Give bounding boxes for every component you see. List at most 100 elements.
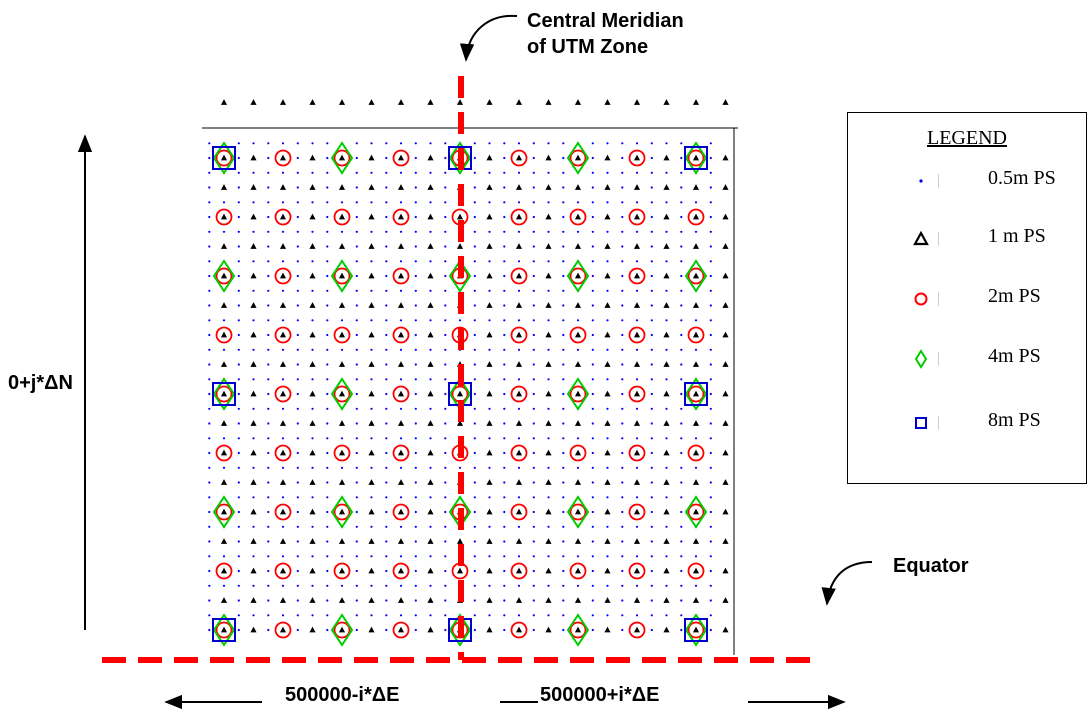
half-meter-point <box>370 555 373 558</box>
half-meter-point <box>503 510 506 514</box>
half-meter-point <box>709 614 712 617</box>
one-meter-point <box>368 272 375 279</box>
one-meter-point <box>368 154 375 161</box>
half-meter-point <box>355 289 358 292</box>
half-meter-point <box>267 171 270 174</box>
half-meter-point <box>532 466 535 469</box>
half-meter-point <box>488 142 491 145</box>
eight-meter-point <box>212 382 236 406</box>
half-meter-point <box>326 156 329 160</box>
half-meter-point <box>252 142 255 145</box>
one-meter-point <box>545 361 552 367</box>
half-meter-point <box>709 466 712 469</box>
four-meter-point <box>448 259 472 293</box>
four-meter-point <box>330 377 354 411</box>
half-meter-point <box>665 142 668 145</box>
half-meter-point <box>414 274 417 278</box>
half-meter-point <box>370 260 373 263</box>
one-meter-point <box>486 272 493 279</box>
half-meter-point <box>399 378 403 381</box>
one-meter-point <box>368 626 375 633</box>
one-meter-point <box>397 597 405 603</box>
half-meter-point <box>444 186 447 189</box>
half-meter-point <box>547 171 550 174</box>
half-meter-point <box>252 201 255 204</box>
half-meter-point <box>665 289 668 292</box>
half-meter-point <box>709 186 712 189</box>
half-meter-point <box>503 230 506 233</box>
half-meter-point <box>355 142 358 145</box>
half-meter-point <box>237 481 240 484</box>
one-meter-point <box>545 213 552 220</box>
half-meter-point <box>650 481 653 484</box>
half-meter-point <box>267 599 270 602</box>
half-meter-point <box>296 348 299 351</box>
half-meter-point <box>680 437 683 440</box>
central-meridian-label: Central Meridian of UTM Zone <box>527 8 684 60</box>
half-meter-point <box>296 156 299 160</box>
one-meter-point <box>220 538 228 544</box>
half-meter-point <box>444 319 447 322</box>
half-meter-point <box>222 230 226 233</box>
half-meter-point <box>208 510 211 514</box>
half-meter-point <box>208 466 211 469</box>
half-meter-point <box>665 230 668 233</box>
one-meter-point <box>633 154 641 161</box>
half-meter-point <box>237 230 240 233</box>
half-meter-point <box>208 156 211 160</box>
half-meter-point <box>532 481 535 484</box>
half-meter-point <box>370 407 373 410</box>
half-meter-point <box>650 437 653 440</box>
half-meter-point <box>444 628 447 632</box>
half-meter-point <box>532 407 535 410</box>
half-meter-point <box>562 437 565 440</box>
half-meter-point <box>355 555 358 558</box>
half-meter-point <box>562 496 565 499</box>
one-meter-point <box>486 99 493 105</box>
half-meter-point <box>680 201 683 204</box>
one-meter-point <box>427 538 434 544</box>
half-meter-point <box>665 348 668 351</box>
two-meter-point <box>392 562 410 580</box>
half-meter-point <box>562 304 565 307</box>
half-meter-point <box>694 230 698 233</box>
half-meter-point <box>444 599 447 602</box>
half-meter-point <box>665 466 668 469</box>
four-meter-point <box>684 141 708 175</box>
half-meter-point <box>340 348 344 351</box>
half-meter-point <box>326 525 329 528</box>
half-meter-point <box>414 201 417 204</box>
one-meter-point <box>220 508 228 515</box>
half-meter-point <box>414 510 417 514</box>
half-meter-point <box>621 171 624 174</box>
half-meter-point <box>237 201 240 204</box>
half-meter-point <box>621 319 624 322</box>
half-meter-point <box>503 525 506 528</box>
one-meter-point <box>338 99 346 105</box>
half-meter-point <box>473 378 476 381</box>
half-meter-point <box>281 525 285 528</box>
half-meter-point <box>621 466 624 469</box>
half-meter-point <box>709 584 712 587</box>
legend-item-four-meter: 4m PS <box>848 343 1086 373</box>
half-meter-point <box>503 392 506 396</box>
one-meter-point <box>486 449 493 456</box>
half-meter-point <box>694 584 698 587</box>
two-meter-point <box>274 208 292 226</box>
half-meter-point <box>473 304 476 307</box>
half-meter-point <box>252 230 255 233</box>
half-meter-point <box>680 274 683 278</box>
two-meter-point <box>392 621 410 639</box>
half-meter-point <box>621 614 624 617</box>
half-meter-point <box>399 260 403 263</box>
half-meter-point <box>650 201 653 204</box>
one-meter-point <box>722 154 729 161</box>
half-meter-point <box>385 304 388 307</box>
one-meter-point <box>250 626 257 633</box>
one-meter-point <box>456 213 464 220</box>
two-meter-point <box>215 385 233 403</box>
half-meter-point <box>473 171 476 174</box>
half-meter-point <box>281 171 285 174</box>
half-meter-point <box>517 289 521 292</box>
half-meter-point <box>635 525 639 528</box>
